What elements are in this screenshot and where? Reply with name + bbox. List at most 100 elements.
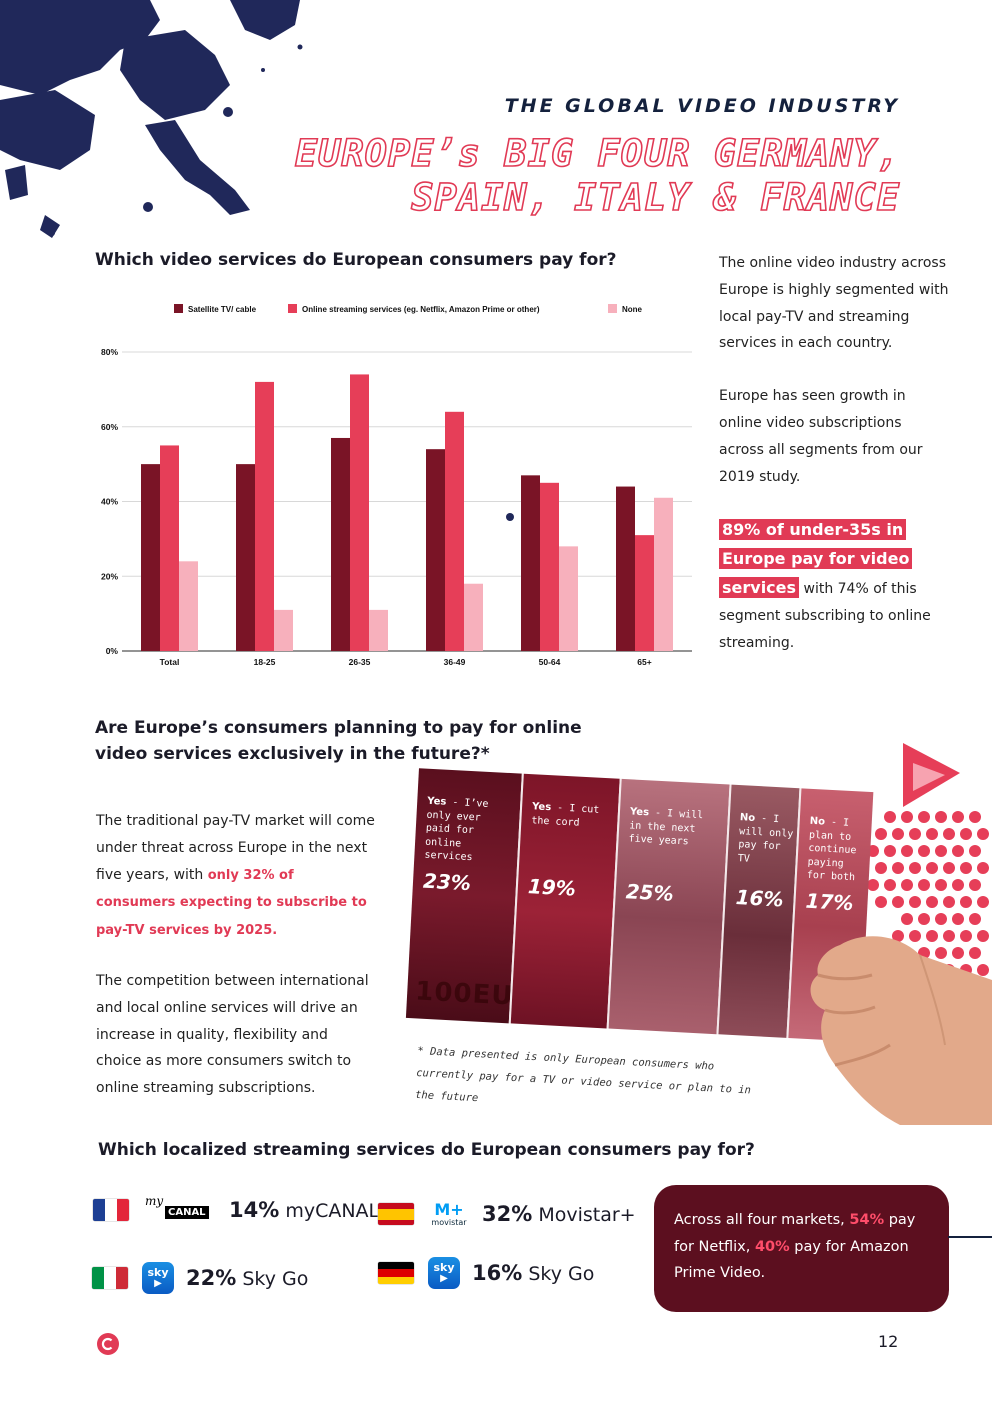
bill-strip-1: Yes - I’ve only ever paid for online ser… [405, 768, 524, 1024]
pattern-dot [969, 947, 981, 959]
pattern-dot [892, 862, 904, 874]
pattern-dot [969, 913, 981, 925]
hand-illustration [810, 936, 992, 1125]
x-tick-label: 50-64 [539, 657, 561, 667]
pattern-dot [977, 862, 989, 874]
highlight-callout: 89% of under-35s in Europe pay for video… [719, 516, 949, 657]
bar-36-49-2 [464, 583, 483, 651]
highlight-line-3: services [719, 577, 800, 599]
pattern-dot [935, 879, 947, 891]
skygo-germany-stat: 16% Sky Go [472, 1261, 595, 1285]
bill-2-percent: 19% [527, 874, 577, 901]
play-triangle-inner [913, 763, 945, 791]
side-paragraph-1: The online video industry across Europe … [719, 255, 949, 352]
bar-18-25-2 [274, 609, 293, 651]
x-tick-label: 18-25 [254, 657, 276, 667]
movistar-stat: 32% Movistar+ [482, 1202, 636, 1226]
pattern-dot [918, 811, 930, 823]
movistar-logo: M+ movistar [431, 1199, 467, 1227]
service-germany: sky ▶ 16% Sky Go [378, 1257, 594, 1289]
brand-logo-icon [97, 1333, 119, 1355]
legend-swatch [288, 304, 297, 313]
bill-strip-2: Yes - I cut the cord 19% [510, 773, 622, 1029]
bill-4-percent: 16% [735, 885, 785, 912]
skygo-italy-stat: 22% Sky Go [186, 1266, 309, 1290]
paytv-threat-paragraph: The traditional pay-TV market will come … [96, 808, 376, 945]
pattern-dot [875, 896, 887, 908]
callout-text-b: pay for Netflix, [674, 1212, 916, 1255]
pattern-dot [884, 879, 896, 891]
service-italy: sky ▶ 22% Sky Go [92, 1262, 308, 1294]
pattern-dot [918, 879, 930, 891]
pattern-dot [952, 947, 964, 959]
bill-3-label: Yes - I will in the next five years [628, 806, 704, 848]
service-france: my CANAL 14% myCANAL [93, 1194, 380, 1224]
x-tick-label: 26-35 [349, 657, 371, 667]
bar-26-35-1 [350, 374, 369, 651]
pattern-dot [943, 896, 955, 908]
bar-Total-1 [160, 445, 179, 651]
netflix-amazon-callout: Across all four markets, 54% pay for Net… [654, 1185, 949, 1312]
pattern-dot [960, 828, 972, 840]
competition-paragraph: The competition between international an… [96, 973, 369, 1097]
bill-3-percent: 25% [625, 879, 675, 906]
europe-map-illustration [0, 0, 303, 238]
pattern-dot [960, 896, 972, 908]
bar-65+-0 [616, 486, 635, 651]
pattern-dot [875, 828, 887, 840]
bill-2-label: Yes - I cut the cord [531, 801, 600, 829]
pattern-dot [943, 862, 955, 874]
bar-Total-0 [141, 464, 160, 651]
bill-strip-3: Yes - I will in the next five years 25% [608, 778, 732, 1035]
highlight-tail: with 74% of this segment subscribing to … [719, 581, 931, 652]
bill-euro-mark: 100EURO [414, 976, 524, 1014]
pattern-dot [969, 845, 981, 857]
pattern-dot [969, 811, 981, 823]
pattern-dot [901, 913, 913, 925]
pattern-dot [892, 828, 904, 840]
y-tick-label: 80% [101, 347, 118, 357]
germany-flag-icon [378, 1262, 414, 1284]
bar-36-49-1 [445, 411, 464, 651]
callout-text-c: pay for Amazon Prime Video. [674, 1238, 909, 1282]
legend-label: Satellite TV/ cable [188, 305, 257, 314]
pattern-dot [960, 930, 972, 942]
pattern-dot [901, 879, 913, 891]
chart-question: Which video services do European consume… [95, 250, 617, 270]
x-tick-label: Total [160, 657, 180, 667]
bill-1-label: Yes - I’ve only ever paid for online ser… [424, 795, 489, 864]
local-services-question: Which localized streaming services do Eu… [98, 1140, 755, 1160]
future-question: Are Europe’s consumers planning to pay f… [95, 718, 582, 764]
pattern-dot [952, 811, 964, 823]
x-tick-label: 36-49 [444, 657, 466, 667]
pattern-dot [935, 947, 947, 959]
pattern-dot [926, 862, 938, 874]
netflix-percent: 54% [849, 1212, 885, 1228]
callout-connector-line [948, 1236, 992, 1238]
pattern-dot [952, 879, 964, 891]
pattern-dot [875, 862, 887, 874]
bar-50-64-0 [521, 475, 540, 651]
bill-5-label: No - I plan to continue paying for both [806, 815, 857, 884]
pattern-dot [969, 879, 981, 891]
service-spain: M+ movistar 32% Movistar+ [378, 1200, 636, 1228]
pattern-dot [943, 930, 955, 942]
legend-label: None [622, 305, 643, 314]
mycanal-stat: 14% myCANAL [229, 1198, 380, 1222]
pattern-dot [901, 811, 913, 823]
legend-swatch [608, 304, 617, 313]
pattern-dot [960, 862, 972, 874]
bar-50-64-2 [559, 546, 578, 651]
pattern-dot [892, 896, 904, 908]
bar-18-25-1 [255, 381, 274, 651]
pattern-dot [943, 828, 955, 840]
pattern-dot [977, 964, 989, 976]
bar-26-35-2 [369, 609, 388, 651]
page-headline: EUROPE’s BIG FOUR GERMANY, SPAIN, ITALY … [294, 131, 900, 220]
callout-text-a: Across all four markets, [674, 1212, 850, 1228]
skygo-logo-germany: sky ▶ [428, 1257, 460, 1289]
pattern-dot [918, 913, 930, 925]
pattern-dot [935, 845, 947, 857]
video-services-bar-chart: 0% 20% 40% 60% 80% Total 18-25 26-35 36-49 50-64 6… [101, 304, 692, 667]
pattern-dot [926, 828, 938, 840]
